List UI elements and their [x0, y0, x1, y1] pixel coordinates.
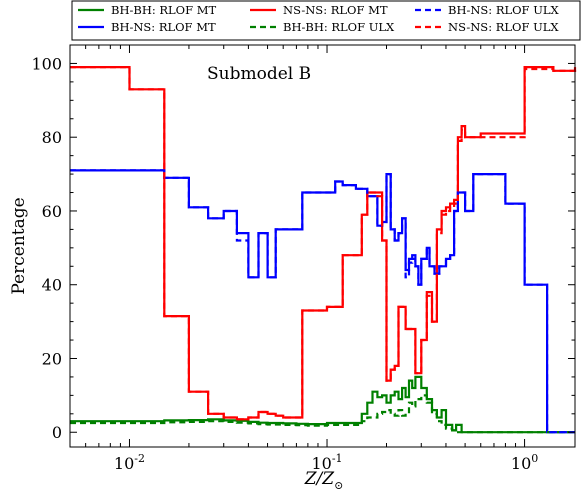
- legend-label-0: BH-BH: RLOF MT: [111, 3, 217, 17]
- series-line-4: [70, 169, 575, 434]
- legend-label-4: BH-NS: RLOF ULX: [448, 3, 560, 17]
- legend-frame: [71, 0, 581, 41]
- y-tick-label-5: 100: [31, 54, 62, 73]
- plot-border: [69, 44, 576, 448]
- y-tick-label-4: 80: [42, 128, 62, 147]
- plot-frame: [70, 45, 575, 447]
- x-tick-label-2: 100: [511, 452, 538, 473]
- x-axis-label: Z/Z⊙: [304, 469, 344, 492]
- series-line-0: [70, 375, 575, 434]
- submodel-annotation: Submodel B: [207, 64, 311, 84]
- legend: BH-BH: RLOF MT BH-NS: RLOF MT NS-NS: RLOF …: [71, 0, 581, 41]
- legend-label-3: BH-BH: RLOF ULX: [283, 20, 395, 34]
- series-line-3: [70, 394, 575, 434]
- y-tick-label-2: 40: [42, 276, 62, 295]
- ticks-layer: 0 20 40 60 80 100 10-2 10-1 100: [31, 45, 575, 473]
- x-tick-label-0: 10-2: [114, 452, 145, 473]
- legend-label-5: NS-NS: RLOF ULX: [448, 20, 559, 34]
- x-axis-label-main: Z/Z: [304, 469, 336, 489]
- y-tick-label-0: 0: [52, 423, 62, 442]
- legend-label-1: BH-NS: RLOF MT: [111, 20, 216, 34]
- x-tick-label-1: 10-1: [311, 452, 342, 473]
- legend-label-2: NS-NS: RLOF MT: [283, 3, 388, 17]
- series-line-5: [70, 66, 577, 421]
- y-axis-label: Percentage: [9, 197, 29, 294]
- y-tick-label-3: 60: [42, 202, 62, 221]
- y-tick-label-1: 20: [42, 349, 62, 368]
- series-layer: [70, 66, 577, 434]
- x-axis-label-sub: ⊙: [334, 479, 343, 492]
